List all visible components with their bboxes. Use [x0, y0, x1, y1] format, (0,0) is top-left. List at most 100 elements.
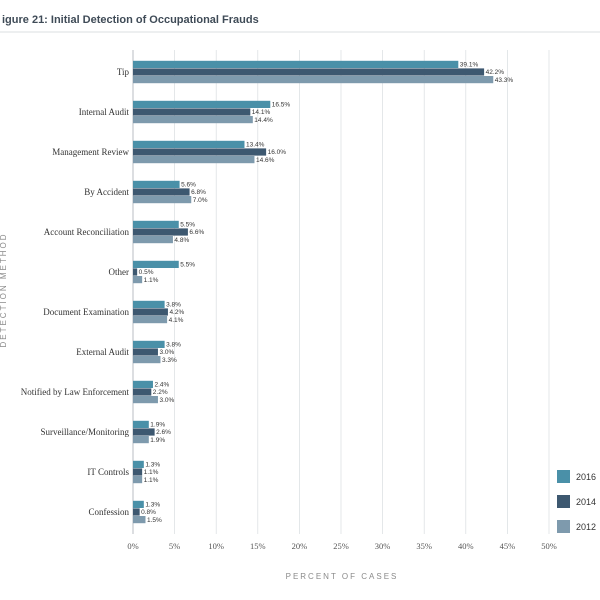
x-tick-label: 20%: [292, 541, 308, 551]
bar: [133, 276, 143, 284]
data-label: 43.3%: [495, 77, 514, 84]
bar: [133, 268, 138, 276]
category-label: IT Controls: [87, 467, 129, 477]
bar: [133, 468, 143, 476]
bar: [133, 388, 152, 396]
data-label: 4.2%: [169, 309, 184, 316]
data-label: 3.3%: [162, 357, 177, 364]
x-tick-label: 45%: [500, 541, 516, 551]
bar: [133, 228, 188, 236]
bar: [133, 260, 179, 268]
bar: [133, 428, 155, 436]
legend-swatch: [557, 520, 570, 533]
category-labels: Tip Internal Audit Management Review By Acc…: [21, 67, 130, 517]
legend-swatch: [557, 470, 570, 483]
data-label: 4.1%: [169, 317, 184, 324]
data-label: 5.6%: [181, 182, 196, 189]
x-tick-label: 5%: [169, 541, 180, 551]
legend-label: 2014: [576, 497, 596, 507]
bar: [133, 340, 165, 348]
bar: [133, 100, 271, 108]
x-tick-label: 40%: [458, 541, 474, 551]
data-label: 0.5%: [139, 269, 154, 276]
bar: [133, 156, 255, 164]
x-tick-label: 25%: [333, 541, 349, 551]
data-label: 1.9%: [150, 422, 165, 429]
data-label: 3.0%: [159, 397, 174, 404]
x-tick-labels: 0% 5% 10% 15% 20% 25% 30% 35% 40% 45% 50%: [127, 541, 556, 551]
bar: [133, 500, 144, 508]
data-label: 1.3%: [145, 462, 160, 469]
data-label: 0.8%: [141, 509, 156, 516]
data-label: 5.5%: [180, 222, 195, 229]
data-label: 16.5%: [272, 102, 291, 109]
bar: [133, 180, 180, 188]
data-label: 7.0%: [193, 197, 208, 204]
bar: [133, 508, 140, 516]
category-label: Other: [109, 267, 130, 277]
data-label: 3.0%: [159, 349, 174, 356]
legend-label: 2016: [576, 472, 596, 482]
legend-label: 2012: [576, 522, 596, 532]
bar: [133, 148, 267, 156]
data-label: 2.4%: [154, 382, 169, 389]
data-label: 6.8%: [191, 189, 206, 196]
data-label: 16.0%: [268, 149, 287, 156]
category-label: Account Reconciliation: [44, 227, 130, 237]
data-label: 1.1%: [144, 469, 159, 476]
category-label: External Audit: [76, 347, 129, 357]
category-label: Surveillance/Monitoring: [41, 427, 130, 437]
data-label: 13.4%: [246, 142, 265, 149]
data-label: 14.6%: [256, 157, 275, 164]
bar: [133, 140, 245, 148]
legend: 2016 2014 2012: [557, 470, 596, 533]
bar: [133, 116, 253, 124]
data-label: 1.5%: [147, 517, 162, 524]
bars: 39.1% 42.2%43.3% 16.5%14.1%14.4% 13.4%16.0%…: [133, 60, 514, 524]
bar: [133, 348, 158, 356]
x-tick-label: 10%: [208, 541, 224, 551]
data-label: 3.8%: [166, 302, 181, 309]
data-label: 42.2%: [486, 69, 505, 76]
bar: [133, 436, 149, 444]
bar: [133, 68, 485, 76]
data-label: 2.2%: [153, 389, 168, 396]
x-tick-label: 15%: [250, 541, 266, 551]
data-label: 6.6%: [189, 229, 204, 236]
x-tick-label: 35%: [416, 541, 432, 551]
x-tick-label: 50%: [541, 541, 557, 551]
bar: [133, 476, 143, 484]
bar: [133, 356, 161, 364]
bar: [133, 420, 149, 428]
x-axis-title: PERCENT OF CASES: [286, 572, 399, 581]
category-label: Notified by Law Enforcement: [21, 387, 130, 397]
category-label: Confession: [89, 507, 130, 517]
x-tick-label: 0%: [127, 541, 138, 551]
data-label: 39.1%: [460, 62, 479, 69]
bar: [133, 380, 153, 388]
grid: [132, 50, 550, 534]
bar: [133, 308, 168, 316]
bar: [133, 460, 144, 468]
bar: [133, 396, 158, 404]
data-label: 14.4%: [254, 117, 273, 124]
data-label: 3.8%: [166, 342, 181, 349]
chart-title: igure 21: Initial Detection of Occupatio…: [2, 14, 259, 26]
legend-swatch: [557, 495, 570, 508]
bar: [133, 60, 459, 68]
data-label: 2.6%: [156, 429, 171, 436]
bar: [133, 316, 168, 324]
bar: [133, 236, 173, 244]
data-label: 1.1%: [144, 277, 159, 284]
bar: [133, 220, 179, 228]
category-label: Internal Audit: [79, 107, 130, 117]
bar: [133, 300, 165, 308]
x-tick-label: 30%: [375, 541, 391, 551]
bar: [133, 108, 251, 116]
category-label: By Accident: [84, 187, 129, 197]
data-label: 1.3%: [145, 502, 160, 509]
category-label: Management Review: [52, 147, 129, 157]
category-label: Document Examination: [43, 307, 129, 317]
bar: [133, 188, 190, 196]
